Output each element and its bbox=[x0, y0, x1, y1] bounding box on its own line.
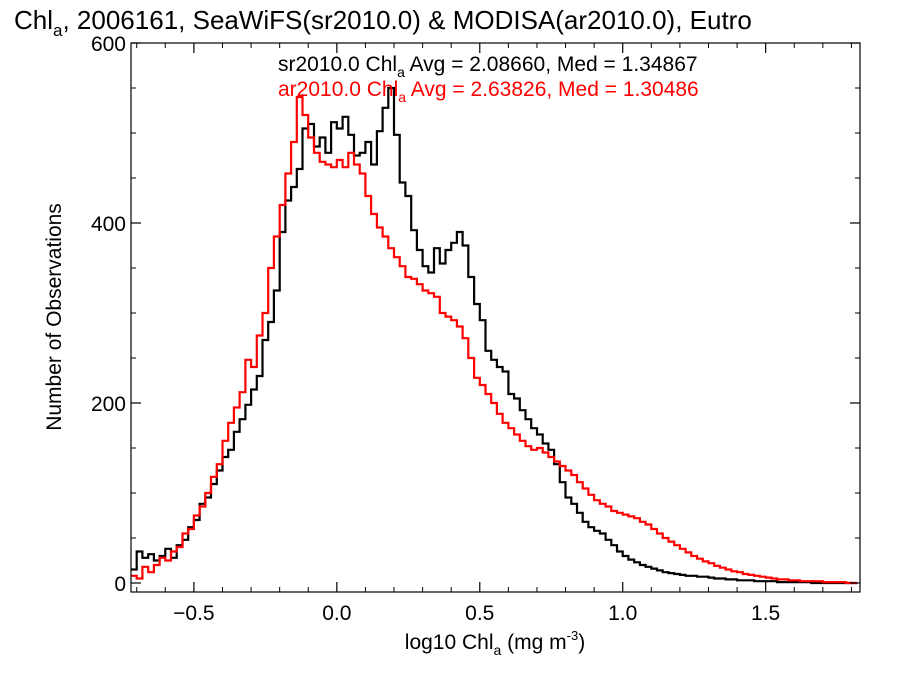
x-axis-label-subscript: a bbox=[494, 642, 502, 658]
series-line-ar2010-0 bbox=[131, 95, 858, 585]
legend-ar2010-prefix: ar2010.0 Chl bbox=[278, 78, 398, 101]
x-axis-label: log10 Chla (mg m-3) bbox=[405, 628, 585, 658]
legend-ar2010-subscript: a bbox=[398, 89, 406, 105]
plot-frame bbox=[130, 42, 861, 593]
legend-entry-ar2010: ar2010.0 Chla Avg = 2.63826, Med = 1.304… bbox=[278, 78, 699, 105]
x-axis-label-prefix: log10 Chl bbox=[405, 631, 494, 654]
x-axis-label-mid: (mg m bbox=[501, 631, 566, 654]
legend-sr2010-subscript: a bbox=[397, 64, 405, 80]
x-tick-label: 1.0 bbox=[608, 602, 637, 625]
x-tick-label: 1.5 bbox=[751, 602, 780, 625]
axis-ticks: −0.5 0.0 0.5 1.0 1.5 0 200 400 600 bbox=[91, 33, 860, 625]
chart-title: Chla, 2006161, SeaWiFS(sr2010.0) & MODIS… bbox=[14, 5, 752, 40]
x-tick-label: 0.5 bbox=[465, 602, 494, 625]
chart-title-rest: , 2006161, SeaWiFS(sr2010.0) & MODISA(ar… bbox=[62, 5, 751, 35]
legend-sr2010-rest: Avg = 2.08660, Med = 1.34867 bbox=[405, 53, 698, 76]
y-tick-label: 600 bbox=[91, 33, 126, 56]
series-layer bbox=[131, 86, 858, 585]
legend-sr2010-prefix: sr2010.0 Chl bbox=[278, 53, 397, 76]
chart-title-prefix: Chl bbox=[14, 5, 53, 35]
x-axis-label-superscript: -3 bbox=[567, 628, 579, 643]
series-line-sr2010-0 bbox=[131, 86, 858, 585]
legend: sr2010.0 Chla Avg = 2.08660, Med = 1.348… bbox=[278, 53, 699, 105]
y-tick-label: 200 bbox=[91, 393, 126, 416]
y-tick-label: 400 bbox=[91, 213, 126, 236]
x-tick-label: 0.0 bbox=[322, 602, 351, 625]
legend-entry-sr2010: sr2010.0 Chla Avg = 2.08660, Med = 1.348… bbox=[278, 53, 698, 80]
y-axis-label: Number of Observations bbox=[43, 203, 66, 431]
legend-ar2010-rest: Avg = 2.63826, Med = 1.30486 bbox=[406, 78, 699, 101]
chart-title-subscript: a bbox=[53, 21, 63, 40]
x-tick-label: −0.5 bbox=[173, 602, 214, 625]
x-axis-label-end: ) bbox=[578, 631, 585, 654]
y-tick-label: 0 bbox=[114, 573, 126, 596]
